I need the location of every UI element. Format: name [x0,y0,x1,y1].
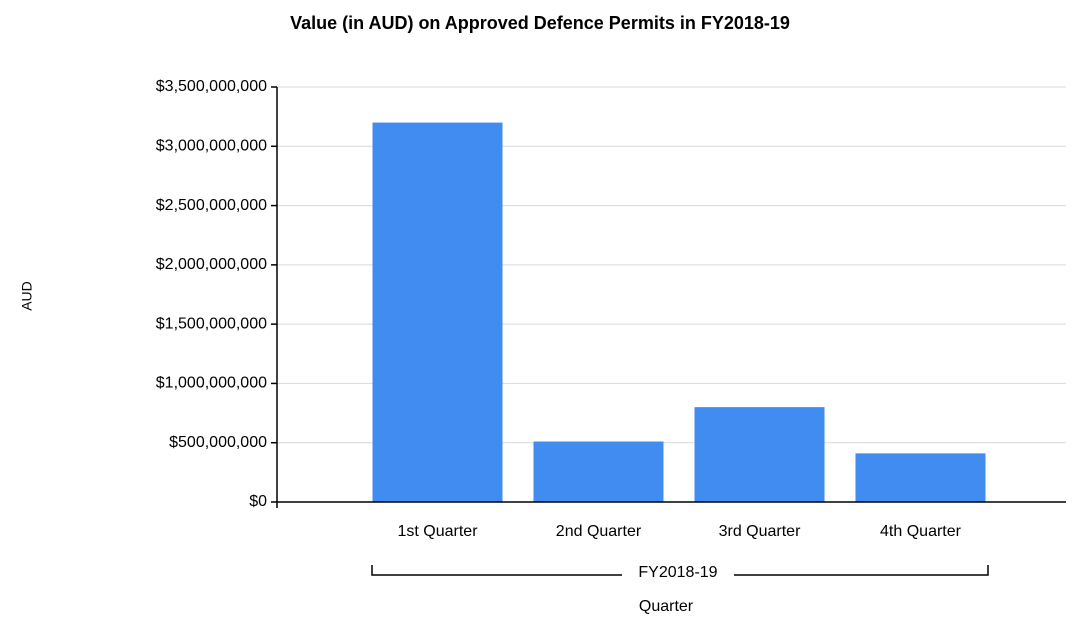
x-tick-label: 3rd Quarter [719,523,801,540]
chart-title: Value (in AUD) on Approved Defence Permi… [290,13,790,33]
group-label-bg [622,562,734,582]
y-tick-label: $2,500,000,000 [156,197,267,214]
x-axis-label: Quarter [639,598,694,615]
y-tick-label: $1,500,000,000 [156,315,267,332]
x-tick-label: 4th Quarter [880,523,962,540]
x-tick-label: 1st Quarter [397,523,478,540]
bar [372,122,503,503]
y-tick-label: $3,500,000,000 [156,78,267,95]
y-axis-label: AUD [19,281,35,311]
group-label: FY2018-19 [638,564,717,581]
y-tick-label: $500,000,000 [169,434,267,451]
x-tick-label: 2nd Quarter [556,523,642,540]
bar [533,441,664,502]
y-tick-label: $3,000,000,000 [156,138,267,155]
y-tick-label: $1,000,000,000 [156,375,267,392]
bar [855,453,986,502]
y-tick-label: $0 [249,493,267,510]
y-tick-label: $2,000,000,000 [156,256,267,273]
bar [694,407,825,502]
